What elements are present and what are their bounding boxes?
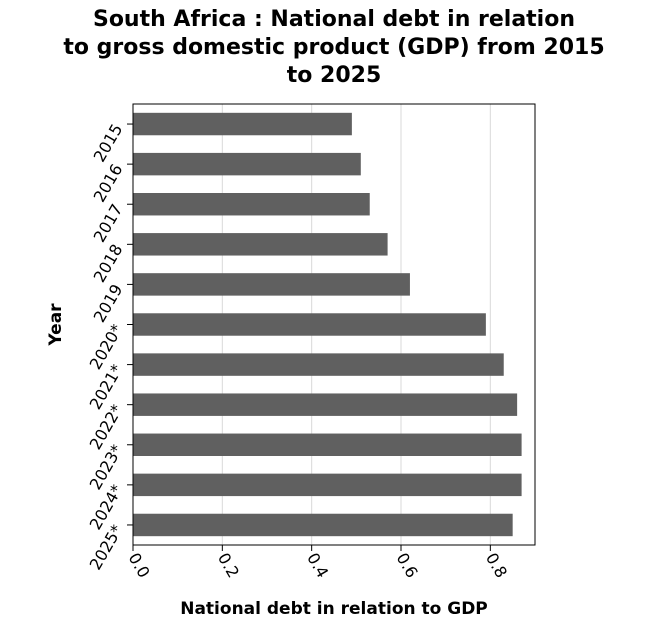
bar	[133, 152, 361, 176]
y-tick-label: 2016	[90, 161, 127, 206]
y-tick-label: 2023*	[86, 441, 127, 493]
bar	[133, 273, 410, 296]
y-axis-ticks: 201520162017201820192020*2021*2022*2023*…	[86, 121, 133, 573]
y-tick-label: 2017	[90, 201, 127, 246]
chart-title-line-1: South Africa : National debt in relation	[92, 7, 576, 32]
chart-title-line-2: to gross domestic product (GDP) from 201…	[63, 35, 605, 60]
y-tick-label: 2018	[90, 241, 127, 286]
y-tick-label: 2021*	[86, 361, 127, 413]
y-tick-label: 2022*	[86, 401, 127, 453]
chart-title: South Africa : National debt in relation…	[0, 6, 668, 90]
x-tick-label: 0.6	[393, 550, 422, 582]
bar	[133, 433, 522, 456]
x-axis-ticks: 0.0 0.2 0.4 0.6 0.8	[125, 545, 511, 582]
y-tick-label: 2024*	[86, 481, 127, 533]
bars	[133, 112, 522, 537]
x-tick-label: 0.4	[303, 550, 332, 582]
bar	[133, 473, 522, 497]
x-tick-label: 0.0	[125, 550, 154, 582]
y-tick-label: 2025*	[86, 521, 127, 573]
x-tick-label: 0.8	[482, 550, 511, 582]
y-tick-label: 2020*	[86, 321, 127, 373]
y-tick-label: 2015	[90, 121, 127, 166]
x-tick-label: 0.2	[214, 550, 243, 582]
bar	[133, 233, 388, 256]
bar	[133, 513, 513, 537]
bar	[133, 393, 518, 416]
x-axis-label: National debt in relation to GDP	[180, 599, 488, 619]
bar	[133, 193, 370, 216]
chart-title-line-3: to 2025	[286, 63, 382, 88]
y-axis-label: Year	[46, 303, 66, 347]
bar	[133, 353, 504, 376]
bar	[133, 313, 486, 336]
y-tick-label: 2019	[90, 281, 127, 326]
bar	[133, 112, 352, 136]
